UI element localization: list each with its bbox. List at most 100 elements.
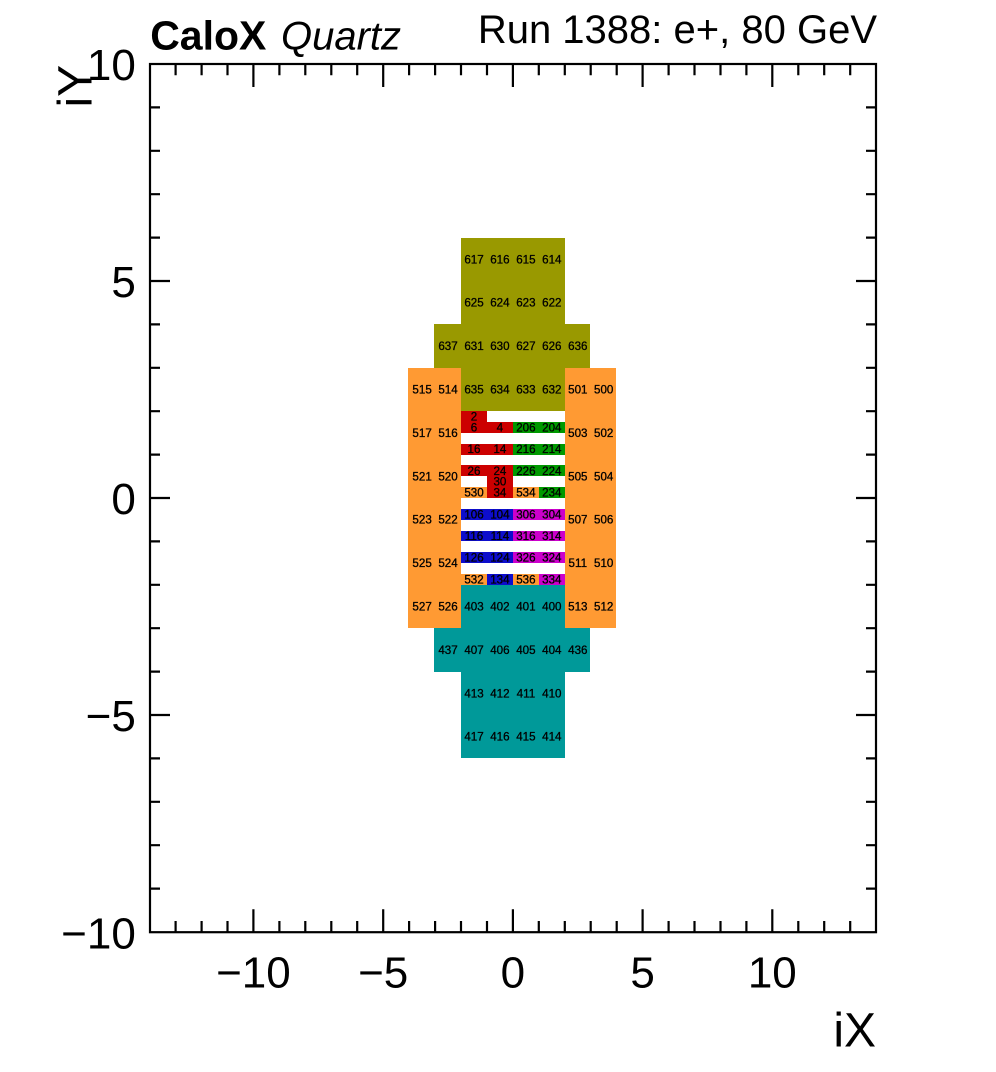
svg-text:402: 402 — [490, 601, 509, 614]
svg-text:104: 104 — [490, 508, 510, 521]
svg-text:−10: −10 — [216, 949, 291, 998]
svg-text:324: 324 — [542, 552, 562, 565]
svg-text:24: 24 — [493, 465, 506, 478]
svg-text:306: 306 — [516, 508, 535, 521]
svg-text:116: 116 — [465, 530, 483, 543]
svg-text:0: 0 — [111, 475, 135, 524]
svg-text:326: 326 — [516, 552, 535, 565]
svg-text:511: 511 — [569, 557, 587, 570]
svg-text:400: 400 — [542, 601, 561, 614]
svg-text:527: 527 — [412, 601, 431, 614]
svg-text:30: 30 — [493, 476, 506, 489]
svg-text:501: 501 — [568, 384, 587, 397]
svg-text:334: 334 — [542, 573, 562, 586]
svg-text:204: 204 — [542, 422, 562, 435]
svg-text:622: 622 — [542, 297, 561, 310]
svg-text:534: 534 — [516, 487, 536, 500]
svg-text:502: 502 — [594, 427, 613, 440]
svg-text:416: 416 — [490, 731, 509, 744]
svg-text:500: 500 — [594, 384, 613, 397]
svg-text:636: 636 — [568, 340, 587, 353]
svg-text:−5: −5 — [86, 692, 136, 741]
svg-text:−5: −5 — [358, 949, 408, 998]
svg-text:Quartz: Quartz — [281, 14, 401, 58]
svg-text:407: 407 — [464, 644, 483, 657]
svg-text:512: 512 — [594, 601, 613, 614]
svg-text:507: 507 — [568, 514, 587, 527]
svg-text:26: 26 — [468, 465, 481, 478]
svg-text:406: 406 — [490, 644, 509, 657]
svg-text:114: 114 — [491, 530, 510, 543]
svg-text:216: 216 — [516, 443, 535, 456]
svg-text:504: 504 — [594, 470, 614, 483]
svg-text:437: 437 — [438, 644, 457, 657]
svg-text:414: 414 — [542, 731, 562, 744]
svg-text:404: 404 — [542, 644, 562, 657]
svg-text:532: 532 — [464, 573, 483, 586]
svg-text:iX: iX — [833, 1004, 876, 1057]
svg-text:226: 226 — [516, 465, 535, 478]
svg-text:516: 516 — [438, 427, 457, 440]
svg-text:224: 224 — [542, 465, 562, 478]
svg-text:405: 405 — [516, 644, 535, 657]
svg-text:10: 10 — [748, 949, 797, 998]
svg-text:iY: iY — [49, 65, 102, 108]
svg-text:633: 633 — [516, 384, 535, 397]
svg-text:126: 126 — [464, 552, 483, 565]
svg-text:413: 413 — [464, 687, 483, 700]
svg-text:514: 514 — [438, 384, 458, 397]
svg-text:515: 515 — [412, 384, 431, 397]
svg-text:523: 523 — [412, 514, 431, 527]
svg-text:505: 505 — [568, 470, 587, 483]
svg-text:626: 626 — [542, 340, 561, 353]
svg-text:436: 436 — [568, 644, 587, 657]
svg-text:627: 627 — [516, 340, 535, 353]
svg-text:615: 615 — [516, 253, 535, 266]
svg-text:526: 526 — [438, 601, 457, 614]
svg-text:16: 16 — [468, 443, 481, 456]
svg-text:403: 403 — [464, 601, 483, 614]
svg-text:10: 10 — [87, 41, 136, 90]
svg-text:14: 14 — [493, 443, 506, 456]
svg-text:316: 316 — [516, 530, 535, 543]
svg-text:630: 630 — [490, 340, 509, 353]
svg-text:503: 503 — [568, 427, 587, 440]
svg-text:513: 513 — [568, 601, 587, 614]
svg-text:134: 134 — [490, 573, 510, 586]
svg-text:536: 536 — [516, 573, 535, 586]
svg-text:522: 522 — [438, 514, 457, 527]
svg-text:530: 530 — [464, 487, 483, 500]
svg-text:517: 517 — [412, 427, 431, 440]
svg-text:623: 623 — [516, 297, 535, 310]
svg-text:304: 304 — [542, 508, 562, 521]
svg-text:2: 2 — [471, 411, 477, 424]
svg-text:124: 124 — [490, 552, 510, 565]
svg-text:632: 632 — [542, 384, 561, 397]
svg-text:637: 637 — [438, 340, 457, 353]
svg-text:510: 510 — [594, 557, 613, 570]
svg-text:624: 624 — [490, 297, 510, 310]
svg-text:415: 415 — [516, 731, 535, 744]
svg-text:106: 106 — [464, 508, 483, 521]
svg-text:412: 412 — [490, 687, 509, 700]
svg-text:6: 6 — [471, 422, 477, 435]
svg-text:524: 524 — [438, 557, 458, 570]
svg-text:Run 1388: e+, 80 GeV: Run 1388: e+, 80 GeV — [478, 8, 878, 52]
svg-text:−10: −10 — [61, 909, 136, 958]
svg-text:401: 401 — [516, 601, 535, 614]
svg-text:4: 4 — [497, 422, 504, 435]
svg-text:410: 410 — [542, 687, 561, 700]
svg-text:521: 521 — [412, 470, 431, 483]
svg-text:5: 5 — [630, 949, 654, 998]
svg-text:506: 506 — [594, 514, 613, 527]
svg-text:214: 214 — [542, 443, 562, 456]
svg-text:417: 417 — [464, 731, 483, 744]
svg-text:234: 234 — [542, 487, 562, 500]
svg-text:520: 520 — [438, 470, 457, 483]
svg-text:314: 314 — [542, 530, 562, 543]
svg-text:635: 635 — [464, 384, 483, 397]
svg-text:CaloX: CaloX — [150, 12, 266, 58]
svg-text:5: 5 — [111, 258, 135, 307]
svg-text:625: 625 — [464, 297, 483, 310]
svg-text:634: 634 — [490, 384, 510, 397]
